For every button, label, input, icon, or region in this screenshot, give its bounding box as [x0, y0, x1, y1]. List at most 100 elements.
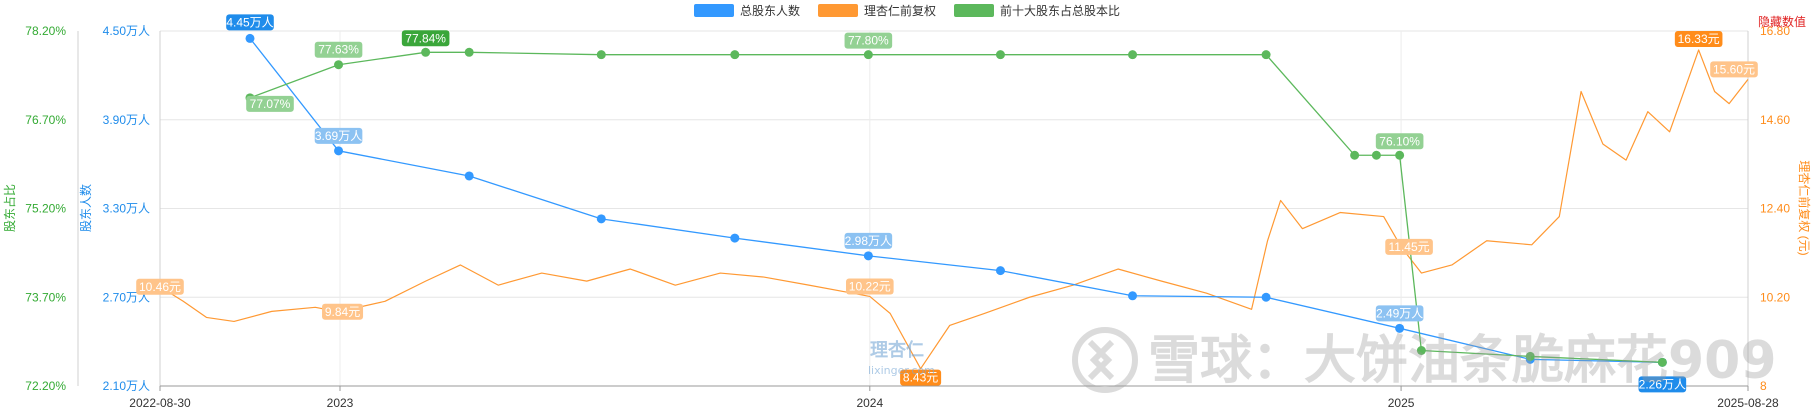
- price-data-label: 8.43元: [900, 369, 942, 386]
- holders-data-label-bg: [226, 14, 274, 31]
- legend-item[interactable]: 前十大股东占总股本比: [954, 3, 1120, 18]
- pct-series-line-point[interactable]: [421, 47, 431, 57]
- price-data-label-text: 9.84元: [325, 305, 360, 319]
- legend-item[interactable]: 总股东人数: [694, 3, 800, 18]
- pct-data-label-bg: [844, 32, 893, 49]
- data-labels: 10.46元 9.84元 10.22元 8.43元 11.45元 16.33元 15.60元…: [136, 14, 1758, 393]
- platform-logo-glyph: [1087, 339, 1115, 381]
- x-tick-label: 2022-08-30: [129, 396, 191, 410]
- pct-series-line-point[interactable]: [596, 50, 606, 60]
- pct-series-line-point[interactable]: [1525, 351, 1535, 361]
- legend-item[interactable]: 理杏仁前复权: [818, 3, 936, 18]
- pct-series-line-point[interactable]: [995, 50, 1005, 60]
- price-data-label: 11.45元: [1385, 238, 1433, 255]
- pct-series-line-point[interactable]: [1416, 346, 1426, 355]
- pct-data-label-bg: [246, 95, 294, 112]
- holders-data-label: 2.26万人: [1638, 376, 1687, 393]
- price-data-label-text: 10.22元: [849, 279, 891, 293]
- legend-swatch[interactable]: [954, 4, 994, 17]
- x-tick-label: 2023: [327, 396, 354, 410]
- holders-series-line-point[interactable]: [334, 146, 344, 156]
- pct-series-line-point[interactable]: [730, 50, 740, 60]
- holders-series-line-point[interactable]: [863, 251, 873, 261]
- holders-data-label-text: 2.49万人: [1376, 306, 1423, 320]
- pct-tick-label: 78.20%: [25, 24, 66, 38]
- pct-tick-label: 75.20%: [25, 202, 66, 216]
- holders-data-label-text: 2.26万人: [1639, 377, 1686, 391]
- pct-data-label: 77.07%: [246, 95, 294, 112]
- pct-series-line-point[interactable]: [1350, 150, 1360, 160]
- price-data-label-bg: [322, 303, 364, 320]
- holders-series-line-point[interactable]: [464, 171, 474, 181]
- pct-data-label-bg: [314, 41, 363, 58]
- holders-series-line-point[interactable]: [245, 33, 255, 43]
- price-data-label: 16.33元: [1674, 30, 1723, 47]
- holders-data-label-text: 2.98万人: [845, 234, 892, 248]
- pct-series-line-point[interactable]: [334, 60, 344, 70]
- holders-data-label-bg: [844, 232, 893, 249]
- price-tick-label: 16.80: [1760, 24, 1790, 38]
- pct-data-label-text: 77.63%: [318, 43, 359, 57]
- platform-logo-icon: [1072, 327, 1138, 393]
- holders-series-line: [249, 37, 1663, 363]
- pct-tick-label: 72.20%: [25, 379, 66, 393]
- holders-series-line-point[interactable]: [995, 266, 1005, 276]
- pct-series-line-point[interactable]: [1261, 50, 1271, 60]
- watermarks: 理杏仁 lixinger.com 雪球：大饼油条脆麻花909: [868, 327, 1777, 393]
- holders-axis-title: 股东人数: [78, 184, 93, 232]
- pct-data-label: 77.63%: [314, 41, 363, 58]
- holders-tick-label: 2.10万人: [103, 379, 150, 393]
- holders-data-label: 2.98万人: [844, 232, 893, 249]
- price-data-label: 9.84元: [322, 303, 364, 320]
- hidden-value-link: 隐藏数值: [1758, 14, 1806, 29]
- holders-series-line-point[interactable]: [1395, 323, 1405, 333]
- pct-series-line-point[interactable]: [1128, 50, 1138, 60]
- pct-data-label-text: 77.07%: [250, 97, 291, 111]
- holders-data-label: 4.45万人: [226, 14, 274, 31]
- pct-data-label-text: 77.80%: [848, 34, 889, 48]
- price-data-label-text: 10.46元: [139, 280, 181, 294]
- source-watermark-sub: lixinger.com: [868, 364, 935, 377]
- legend[interactable]: 总股东人数 理杏仁前复权 前十大股东占总股本比: [694, 3, 1120, 18]
- legend-label: 理杏仁前复权: [864, 3, 936, 18]
- x-tick-label: 2025-08-28: [1717, 396, 1779, 410]
- price-data-label-text: 16.33元: [1678, 32, 1720, 46]
- pct-series-line-point[interactable]: [1371, 150, 1381, 160]
- holders-series-line-point[interactable]: [1128, 291, 1138, 301]
- price-tick-label: 14.60: [1760, 113, 1790, 127]
- series-layer: [159, 33, 1749, 370]
- source-watermark: 理杏仁: [870, 339, 924, 361]
- holders-series-line-point[interactable]: [1261, 292, 1271, 302]
- pct-data-label-bg: [401, 30, 450, 47]
- price-tick-label: 12.40: [1760, 202, 1790, 216]
- legend-swatch[interactable]: [694, 4, 734, 17]
- legend-swatch[interactable]: [818, 4, 858, 17]
- holders-data-label-bg: [1375, 305, 1424, 322]
- price-series-line: [159, 49, 1749, 370]
- pct-axis-title: 股东占比: [2, 184, 17, 232]
- pct-tick-label: 76.70%: [25, 113, 66, 127]
- pct-data-label-text: 76.10%: [1379, 134, 1420, 148]
- price-data-label-text: 15.60元: [1713, 62, 1755, 76]
- holders-data-label-bg: [314, 127, 363, 144]
- price-data-label: 15.60元: [1710, 61, 1758, 78]
- price-data-label-bg: [846, 278, 894, 295]
- price-tick-label: 10.20: [1760, 290, 1790, 304]
- holders-data-label: 2.49万人: [1375, 305, 1424, 322]
- pct-tick-label: 73.70%: [25, 290, 66, 304]
- holders-series-line-point[interactable]: [730, 233, 740, 243]
- pct-series-line-point[interactable]: [1657, 357, 1667, 367]
- price-axis-title: 理杏仁前复权 (元): [1797, 160, 1811, 255]
- price-data-label-text: 8.43元: [903, 371, 938, 385]
- pct-data-label: 77.84%: [401, 30, 450, 47]
- pct-series-line: [249, 51, 1663, 363]
- holders-series-line-point[interactable]: [596, 214, 606, 224]
- pct-series-line-point[interactable]: [1395, 150, 1405, 160]
- pct-series-line-point[interactable]: [863, 50, 873, 60]
- pct-series-line-point[interactable]: [464, 47, 474, 57]
- price-tick-label: 8: [1760, 379, 1767, 393]
- holders-data-label-text: 3.69万人: [315, 129, 362, 143]
- holders-data-label-bg: [1638, 376, 1687, 393]
- holders-tick-label: 3.90万人: [103, 113, 150, 127]
